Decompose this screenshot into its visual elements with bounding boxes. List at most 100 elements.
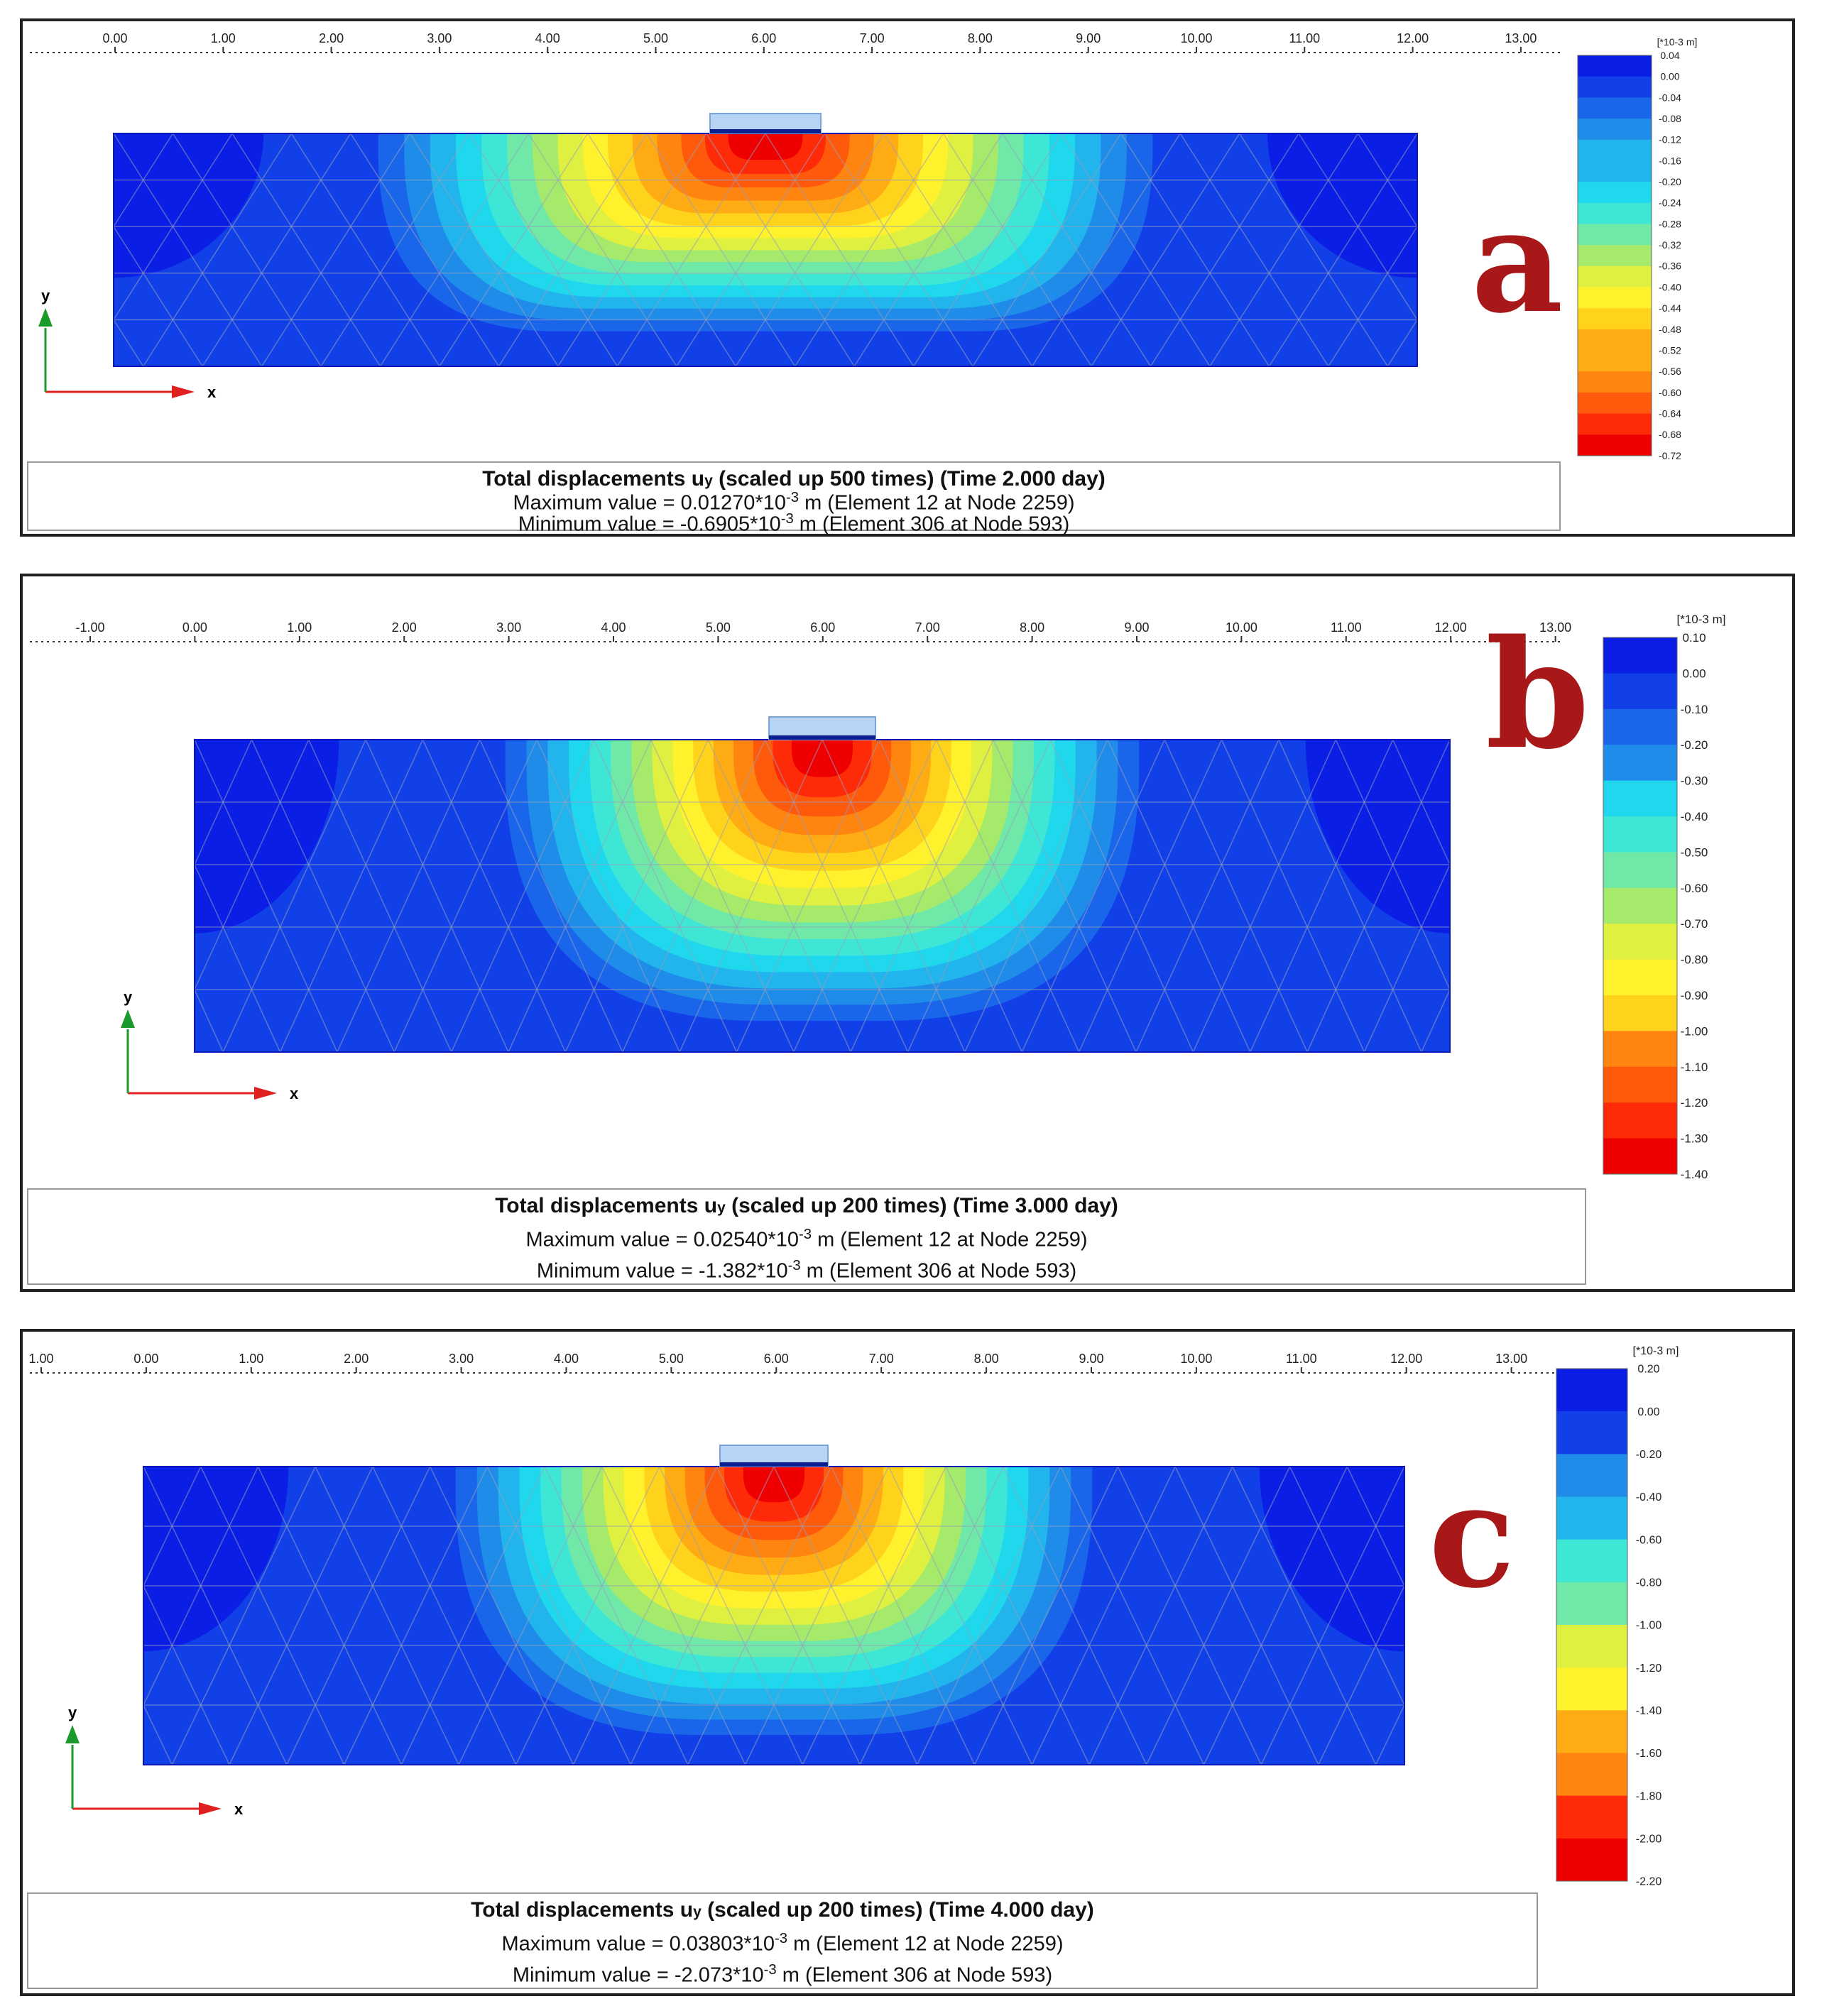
mesh-line bbox=[251, 801, 281, 865]
mesh-line bbox=[171, 1467, 202, 1527]
legend-swatch bbox=[1578, 76, 1652, 98]
legend-swatch bbox=[1578, 55, 1652, 77]
caption-max-b: Maximum value = 0.02540*10-3 m (Element … bbox=[525, 1227, 1088, 1251]
mesh-line bbox=[1021, 740, 1052, 803]
mesh-line bbox=[707, 740, 738, 803]
tick-label: 8.00 bbox=[1020, 620, 1044, 635]
mesh-line bbox=[676, 273, 707, 320]
mesh-line bbox=[878, 864, 909, 928]
x-axis-label: x bbox=[290, 1085, 299, 1102]
y-arrowhead bbox=[121, 1009, 135, 1028]
mesh-line bbox=[1375, 1645, 1404, 1706]
mesh-line bbox=[143, 133, 174, 181]
mesh-line bbox=[765, 273, 796, 320]
x-axis-label: x bbox=[207, 383, 217, 401]
mesh-line bbox=[859, 1645, 890, 1706]
mesh-line bbox=[1278, 801, 1308, 865]
mesh-line bbox=[251, 740, 281, 803]
legend-swatch bbox=[1603, 637, 1677, 674]
mesh-line bbox=[1449, 863, 1450, 865]
mesh-line bbox=[1221, 864, 1251, 928]
mesh-line bbox=[831, 1585, 861, 1646]
mesh-line bbox=[469, 133, 500, 181]
mesh-line bbox=[257, 1645, 288, 1706]
mesh-line bbox=[528, 180, 559, 227]
legend-swatch bbox=[1556, 1496, 1627, 1540]
mesh-line bbox=[764, 864, 795, 928]
caption-title-b: Total displacements uy (scaled up 200 ti… bbox=[495, 1194, 1118, 1217]
mesh-line bbox=[365, 864, 395, 928]
mesh-line bbox=[400, 1645, 431, 1706]
panel-letter-c: c bbox=[1429, 1453, 1515, 1620]
mesh-line bbox=[850, 740, 880, 803]
mesh-line bbox=[1209, 273, 1240, 320]
mesh-line bbox=[1346, 1585, 1377, 1646]
legend-unit: [*10-3 m] bbox=[1677, 613, 1726, 626]
tick-label: 11.00 bbox=[1331, 620, 1362, 635]
tick-label: 1.00 bbox=[211, 31, 236, 45]
legend-label: -1.00 bbox=[1636, 1620, 1662, 1632]
mesh-line bbox=[1221, 926, 1251, 990]
mesh-line bbox=[616, 180, 648, 227]
mesh-line bbox=[907, 740, 937, 803]
mesh-line bbox=[114, 319, 144, 366]
mesh-line bbox=[1120, 180, 1152, 227]
mesh-line bbox=[802, 1645, 832, 1706]
mesh-line bbox=[515, 1525, 545, 1587]
mesh-line bbox=[913, 319, 944, 366]
legend-swatch bbox=[1603, 852, 1677, 889]
legend-swatch bbox=[1556, 1795, 1627, 1839]
mesh-line bbox=[1318, 1585, 1348, 1646]
mesh-line bbox=[1346, 1645, 1377, 1706]
mesh-line bbox=[972, 133, 1003, 181]
mesh-line bbox=[439, 133, 470, 181]
mesh-line bbox=[616, 133, 648, 181]
mesh-line bbox=[114, 226, 144, 274]
mesh-line bbox=[143, 1585, 173, 1646]
mesh-line bbox=[1417, 226, 1447, 273]
legend-label: -0.60 bbox=[1681, 882, 1708, 895]
mesh-line bbox=[1049, 989, 1080, 1052]
mesh-line bbox=[1174, 1585, 1205, 1646]
mesh-line bbox=[458, 1704, 489, 1765]
contour-corner bbox=[114, 133, 264, 278]
mesh-line bbox=[343, 1525, 373, 1587]
mesh-line bbox=[822, 864, 851, 928]
mesh-line bbox=[1192, 989, 1223, 1052]
legend-swatch bbox=[1578, 308, 1652, 330]
mesh-line bbox=[195, 926, 224, 990]
mesh-line bbox=[888, 1585, 918, 1646]
mesh-line bbox=[853, 319, 885, 366]
mesh-line bbox=[572, 1525, 603, 1587]
mesh-line bbox=[765, 180, 796, 227]
mesh-line bbox=[1088, 1704, 1119, 1765]
mesh-line bbox=[202, 319, 233, 366]
mesh-line bbox=[1209, 133, 1240, 181]
mesh-line bbox=[1003, 1585, 1032, 1646]
mesh-line bbox=[676, 226, 707, 274]
mesh-line bbox=[601, 1704, 631, 1765]
legend-swatch bbox=[1603, 887, 1677, 924]
mesh-line bbox=[171, 1585, 202, 1646]
mesh-line bbox=[544, 1704, 574, 1765]
mesh-line bbox=[679, 801, 709, 865]
mesh-line bbox=[286, 1525, 316, 1587]
mesh-line bbox=[705, 319, 736, 366]
mesh-line bbox=[261, 319, 292, 366]
mesh-line bbox=[1318, 1704, 1348, 1765]
tick-label: 7.00 bbox=[915, 620, 940, 635]
mesh-line bbox=[622, 864, 652, 928]
mesh-line bbox=[1061, 226, 1092, 274]
mesh-lines bbox=[114, 133, 1447, 366]
mesh-line bbox=[229, 1704, 259, 1765]
mesh-line bbox=[1306, 740, 1336, 803]
mesh-line bbox=[308, 740, 338, 803]
mesh-line bbox=[1179, 180, 1211, 227]
mesh-line bbox=[1268, 133, 1299, 181]
mesh-line bbox=[687, 1585, 717, 1646]
mesh-line bbox=[1117, 1645, 1147, 1706]
mesh-line bbox=[973, 1645, 1004, 1706]
mesh-line bbox=[1449, 865, 1450, 866]
mesh-line bbox=[365, 801, 395, 865]
legend-label: -0.04 bbox=[1659, 92, 1681, 103]
